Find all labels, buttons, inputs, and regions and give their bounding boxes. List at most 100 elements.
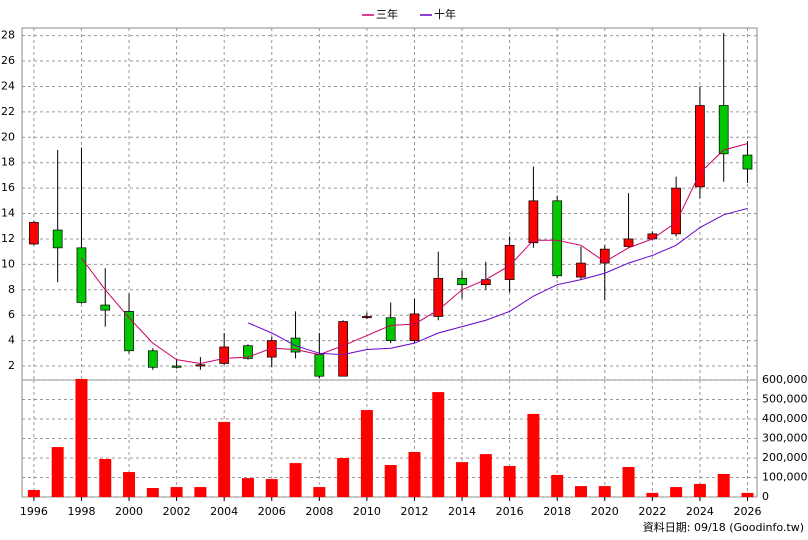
volume-bar [432,392,445,497]
candle-body [528,200,539,244]
candle-body [76,247,87,303]
x-tick-label: 2022 [638,505,666,518]
volume-bar [265,479,278,497]
candle-body [171,365,182,368]
legend-label: 十年 [434,7,456,21]
y-tick-label: 6 [8,308,15,321]
volume-bar [218,421,231,497]
volume-bar [693,483,706,497]
y-tick-label: 22 [1,105,15,118]
y-tick-label: 8 [8,283,15,296]
volume-bar [194,487,207,497]
volume-bar [551,474,564,497]
volume-bar [313,487,326,497]
volume-bar [241,478,254,497]
volume-bar [503,465,516,497]
y-tick-label: 28 [1,29,15,42]
y-tick-label: 26 [1,54,15,67]
volume-bar [574,486,587,497]
candle-body [742,154,753,170]
candle-body [457,277,467,286]
x-tick-label: 2014 [448,505,476,518]
x-tick-label: 2026 [733,505,761,518]
candle-body [433,277,444,317]
candle-body [100,304,111,311]
candle-body [576,262,586,278]
volume-bar [360,410,373,497]
y-tick-label: 2 [8,359,15,372]
y-tick-label: 18 [1,156,15,169]
candle-body [504,244,515,280]
source-note: 資料日期: 09/18 (Goodinfo.tw) [643,520,804,534]
candle-body [480,279,491,286]
y2-tick-label: 200,000 [762,451,808,464]
x-tick-label: 2024 [686,505,714,518]
x-tick-label: 2008 [305,505,333,518]
candle-body [124,311,134,352]
volume-bar [527,413,540,497]
y2-tick-label: 400,000 [762,412,808,425]
x-tick-label: 2004 [210,505,238,518]
y-tick-label: 16 [1,181,15,194]
candle-body [195,364,206,367]
candle-body [671,187,681,235]
y2-tick-label: 500,000 [762,393,808,406]
y-tick-label: 12 [1,232,15,245]
candle-body [290,337,301,353]
legend-label: 三年 [376,7,398,21]
candle-body [314,354,325,377]
y-tick-label: 14 [1,207,15,220]
x-tick-label: 2012 [400,505,428,518]
candle-body [29,222,39,245]
ma-line [81,143,748,364]
volume-bar [384,465,397,497]
x-tick-label: 2000 [115,505,143,518]
volume-bar [123,472,136,497]
candle-body [552,200,563,277]
y2-tick-label: 0 [762,490,769,503]
candle-body [243,345,253,359]
candle-body [409,313,420,341]
volume-bar [670,487,683,497]
y-tick-label: 20 [1,130,15,143]
y-tick-label: 10 [1,257,15,270]
x-tick-label: 1996 [20,505,48,518]
volume-bar [479,454,492,497]
x-tick-label: 2006 [258,505,286,518]
candle-body [52,229,63,249]
y2-tick-label: 600,000 [762,373,808,386]
y-tick-label: 24 [1,79,15,92]
volume-bar [598,486,611,497]
volume-bar [27,489,40,497]
volume-bar [646,492,659,497]
volume-bar [408,451,421,497]
candle-body [718,105,729,155]
x-tick-label: 2010 [353,505,381,518]
volume-bar [170,487,183,497]
candle-body [385,317,396,341]
volume-bar [289,463,302,497]
candle-body [362,316,372,319]
volume-bar [51,447,64,497]
volume-bar [456,462,469,497]
candle-body [695,105,705,188]
x-tick-label: 2018 [543,505,571,518]
volume-bar [146,488,159,497]
volume-bar [741,492,754,497]
volume-bar [622,466,635,497]
volume-bar [99,458,112,497]
candle-body [147,350,158,368]
ma-line [247,207,748,356]
x-tick-label: 2002 [163,505,191,518]
candle-body [338,321,348,377]
volume-bar [337,458,350,497]
y2-tick-label: 300,000 [762,432,808,445]
x-tick-label: 1998 [67,505,95,518]
candle-body [623,238,634,247]
candle-body [599,248,610,264]
x-tick-label: 2016 [496,505,524,518]
candle-body [219,346,230,364]
x-tick-label: 2020 [591,505,619,518]
y2-tick-label: 100,000 [762,471,808,484]
